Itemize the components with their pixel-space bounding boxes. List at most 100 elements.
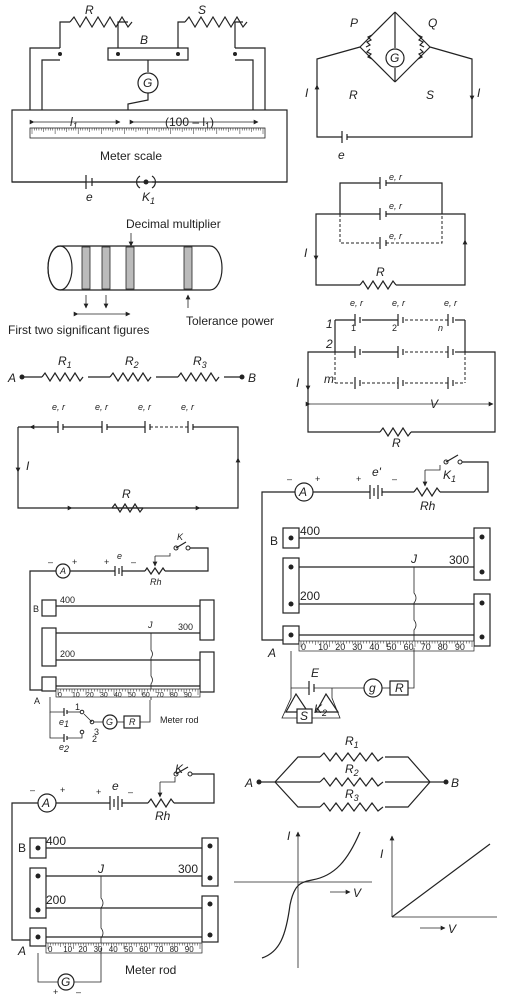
label-A-bottom: A	[17, 944, 26, 958]
label-I-left: I	[305, 86, 309, 100]
label-ammeter-right: A	[298, 485, 307, 499]
label-400-right: 400	[300, 524, 320, 538]
label-R1-parallel: R1	[345, 734, 359, 750]
label-G-bottom: G	[61, 975, 70, 989]
label-R-small: R	[129, 717, 136, 727]
label-V-graph1: V	[353, 886, 362, 900]
label-Rh-bottom: Rh	[155, 809, 171, 823]
label-n2: 2	[92, 734, 97, 744]
label-mixed-er-1: e, r	[350, 298, 364, 308]
minus-sign-c: –	[287, 474, 292, 484]
label-B-small: B	[33, 604, 39, 614]
parallel-cells-diagram: e, r e, r e, r I R	[304, 172, 468, 291]
label-sc-er-1: e, r	[52, 402, 66, 412]
label-G2: G	[390, 51, 399, 65]
label-300-small: 300	[178, 622, 193, 632]
plus-sign-a: +	[72, 557, 77, 567]
label-J-right: J	[410, 552, 418, 566]
resistor-R3s	[177, 371, 220, 383]
label-l2: (100 – l1)	[165, 115, 214, 131]
terminal-A-small	[41, 676, 57, 692]
label-E: E	[311, 666, 320, 680]
label-A-series: A	[7, 371, 16, 385]
rod-scale-label-small: 50	[128, 692, 136, 699]
rod-scale-label-bottom: 20	[78, 945, 87, 954]
label-400-bottom: 400	[46, 834, 66, 848]
rod-scale-label-right: 40	[369, 642, 379, 652]
potentiometer-small-diagram: A – + e + – Rh K B 400 300 200 J	[29, 532, 215, 754]
iv-curve-nonlinear	[261, 831, 361, 959]
label-e-bottom: e	[112, 779, 119, 793]
label-l1: l1	[70, 115, 78, 131]
label-R3-parallel: R3	[345, 787, 359, 803]
terminal-right-2-small	[199, 651, 215, 693]
label-R-series: R	[122, 487, 131, 501]
plus-sign-b: +	[104, 557, 109, 567]
minus-sign-e: –	[30, 785, 35, 795]
label-R3: R	[376, 265, 385, 279]
rod-scale-label-small: 30	[100, 692, 108, 699]
label-n3: 3	[94, 727, 99, 737]
label-B-parallel: B	[451, 776, 459, 790]
label-sc-er-2: e, r	[95, 402, 109, 412]
rod-scale-label-right: 30	[352, 642, 362, 652]
plus-sign-d: +	[356, 474, 361, 484]
label-G: G	[143, 76, 152, 90]
label-e-prime: e'	[372, 465, 382, 479]
label-K2: K2	[314, 702, 327, 718]
parallel-resistors-diagram: A B R1 R2 R3	[244, 734, 459, 812]
label-row-1: 1	[326, 317, 333, 331]
label-col-1: 1	[351, 323, 356, 333]
mixed-cells-diagram: e, r e, r e, r 1 2 m 1 2 n I V R	[296, 298, 496, 450]
label-S: S	[198, 3, 206, 17]
label-J-bottom: J	[97, 862, 105, 876]
label-meter-scale: Meter scale	[100, 149, 162, 163]
label-e: e	[86, 190, 93, 204]
resistor-color-code-diagram: Decimal multiplier First two significant…	[8, 217, 274, 337]
resistor-R3	[359, 279, 397, 291]
rod-scale-label-small: 90	[184, 692, 192, 699]
label-R2: R2	[125, 354, 139, 370]
label-B-right: B	[270, 534, 278, 548]
rod-scale-label-small: 40	[114, 692, 122, 699]
label-first-two-figures: First two significant figures	[8, 323, 149, 337]
label-ammeter-bottom: A	[41, 796, 50, 810]
rod-scale-label-small: 20	[86, 692, 94, 699]
label-S-right: S	[300, 709, 308, 723]
terminal-right-1	[473, 527, 491, 581]
label-ammeter-small: A	[59, 566, 66, 576]
terminal-mid-right	[282, 557, 300, 614]
rod-scale-label-right: 10	[318, 642, 328, 652]
terminal-right-2	[473, 593, 491, 647]
label-I3: I	[304, 246, 308, 260]
label-200-small: 200	[60, 649, 75, 659]
resistor-R2-parallel	[319, 777, 384, 787]
minus-sign-f: –	[128, 787, 133, 797]
label-A-small: A	[34, 696, 40, 706]
label-row-2: 2	[325, 337, 333, 351]
label-er-b: e, r	[389, 201, 403, 211]
label-200-right: 200	[300, 589, 320, 603]
label-er-c: e, r	[389, 231, 403, 241]
label-Q: Q	[428, 16, 437, 30]
rod-scale-label-small: 60	[142, 692, 150, 699]
terminal-mid-bottom	[29, 867, 47, 919]
terminal-right-1-small	[199, 599, 215, 641]
label-mixed-er-2: e, r	[392, 298, 406, 308]
label-decimal-multiplier: Decimal multiplier	[126, 217, 221, 231]
label-g: g	[369, 681, 376, 695]
label-R2: R	[349, 88, 358, 102]
terminal-B-small	[41, 599, 57, 617]
label-I-right: I	[477, 86, 481, 100]
series-cells-diagram: e, r e, r e, r e, r I R	[15, 402, 241, 514]
label-B: B	[140, 33, 148, 47]
rod-scale-label-bottom: 10	[63, 945, 72, 954]
label-tolerance: Tolerance power	[186, 314, 274, 328]
rod-scale-label-small: 10	[72, 692, 80, 699]
series-resistors-diagram: A B R1 R2 R3	[7, 354, 256, 385]
label-R-mixed: R	[392, 436, 401, 450]
label-R2-parallel: R2	[345, 762, 359, 778]
label-K1: K1	[142, 190, 155, 206]
label-sc-er-4: e, r	[181, 402, 195, 412]
rod-scale-label-bottom: 90	[185, 945, 194, 954]
